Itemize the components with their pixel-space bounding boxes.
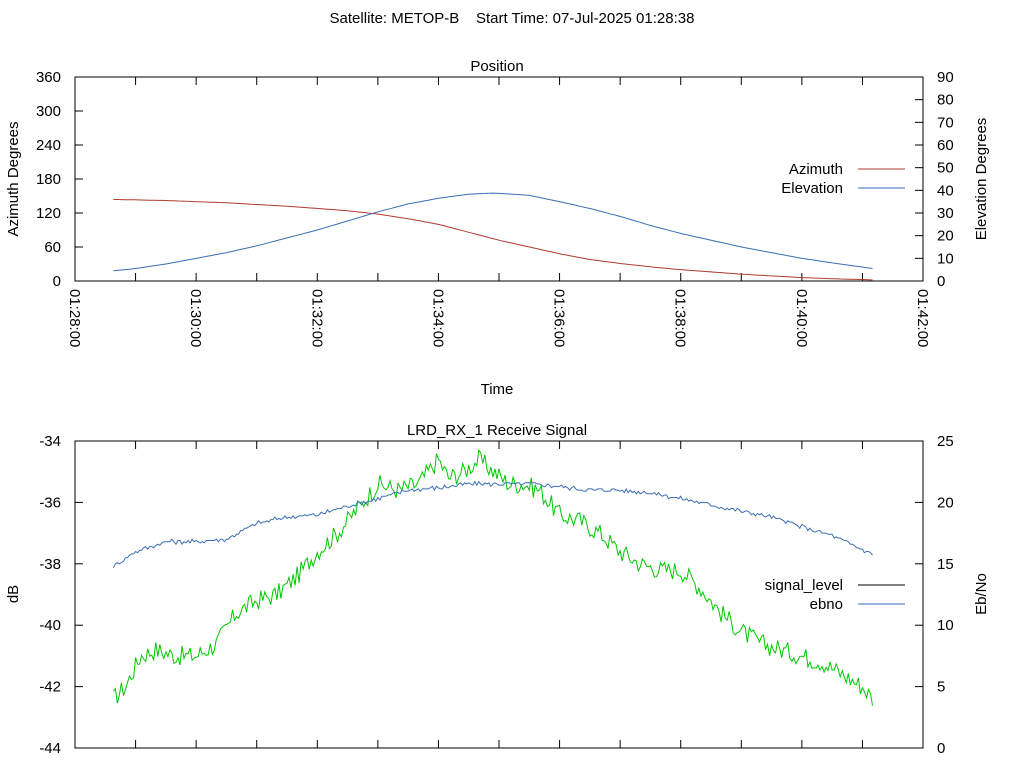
- time-axis-title: Time: [481, 381, 514, 398]
- y2-tick-label: 15: [937, 556, 954, 573]
- y-tick-label: -42: [39, 679, 61, 696]
- position-legend: Azimuth Elevation: [781, 161, 905, 197]
- x-tick-label: 01:34:00: [429, 289, 446, 347]
- elevation-axis-title: Elevation Degrees: [973, 118, 990, 241]
- x-tick-label: 01:30:00: [187, 289, 204, 347]
- series-line-azimuth: [113, 198, 873, 281]
- position-left-axis: 0 60 120 180 240 300 360: [36, 69, 83, 290]
- ebno-axis-title: Eb/No: [973, 573, 990, 615]
- y-tick-label: 240: [36, 137, 61, 154]
- azimuth-axis-title: Azimuth Degrees: [5, 121, 22, 236]
- y2-tick-label: 80: [937, 92, 954, 109]
- position-chart: Position 0 60 120 180 240 300 360 0 10 20 30 40 50 6…: [5, 58, 990, 398]
- legend-label-azimuth: Azimuth: [789, 161, 843, 178]
- y-tick-label: -40: [39, 617, 61, 634]
- signal-plot-frame: [74, 440, 924, 749]
- y2-tick-label: 50: [937, 160, 954, 177]
- y2-tick-label: 70: [937, 114, 954, 131]
- y-tick-label: 360: [36, 69, 61, 86]
- y2-tick-label: 20: [937, 228, 954, 245]
- series-line-ebno: [112, 480, 873, 568]
- signal-chart-title: LRD_RX_1 Receive Signal: [407, 422, 587, 439]
- position-x-axis: 01:28:00 01:30:00 01:32:00 01:34:00 01:36:00…: [66, 77, 931, 347]
- legend-label-elevation: Elevation: [781, 180, 843, 197]
- page-title: Satellite: METOP-B Start Time: 07-Jul-20…: [330, 10, 695, 27]
- x-tick-label: 01:28:00: [66, 289, 83, 347]
- x-tick-label: 01:36:00: [551, 289, 568, 347]
- y2-tick-label: 30: [937, 205, 954, 222]
- y2-tick-label: 5: [937, 679, 945, 696]
- position-right-axis: 0 10 20 30 40 50 60 70 80 90: [915, 69, 954, 290]
- legend-label-signal-level: signal_level: [765, 577, 843, 594]
- y2-tick-label: 20: [937, 494, 954, 511]
- y-tick-label: -36: [39, 494, 61, 511]
- signal-right-axis: 0 5 10 15 20 25: [915, 433, 954, 757]
- y2-tick-label: 0: [937, 740, 945, 757]
- x-tick-label: 01:42:00: [914, 289, 931, 347]
- y-tick-label: -38: [39, 556, 61, 573]
- y-tick-label: 180: [36, 171, 61, 188]
- signal-legend: signal_level ebno: [765, 577, 905, 613]
- db-axis-title: dB: [5, 585, 22, 603]
- series-line-signal-level: [113, 448, 873, 706]
- legend-label-ebno: ebno: [810, 596, 843, 613]
- y2-tick-label: 10: [937, 250, 954, 267]
- y-tick-label: -44: [39, 740, 61, 757]
- series-line-elevation: [113, 192, 873, 272]
- x-tick-label: 01:38:00: [672, 289, 689, 347]
- signal-left-axis: -44 -42 -40 -38 -36 -34: [39, 433, 83, 757]
- x-tick-label: 01:32:00: [308, 289, 325, 347]
- position-series: [113, 192, 873, 281]
- y-tick-label: 300: [36, 103, 61, 120]
- signal-x-axis: [74, 441, 924, 748]
- position-chart-title: Position: [470, 58, 523, 75]
- position-plot-frame: [74, 76, 924, 282]
- y2-tick-label: 40: [937, 182, 954, 199]
- y-tick-label: 0: [53, 273, 61, 290]
- y2-tick-label: 90: [937, 69, 954, 86]
- y-tick-label: 60: [44, 239, 61, 256]
- y2-tick-label: 10: [937, 617, 954, 634]
- x-tick-label: 01:40:00: [793, 289, 810, 347]
- signal-series: [112, 448, 873, 706]
- y2-tick-label: 0: [937, 273, 945, 290]
- y-tick-label: -34: [39, 433, 61, 450]
- y2-tick-label: 25: [937, 433, 954, 450]
- y-tick-label: 120: [36, 205, 61, 222]
- y2-tick-label: 60: [937, 137, 954, 154]
- signal-chart: LRD_RX_1 Receive Signal -44-42-40-38-36-…: [5, 422, 990, 757]
